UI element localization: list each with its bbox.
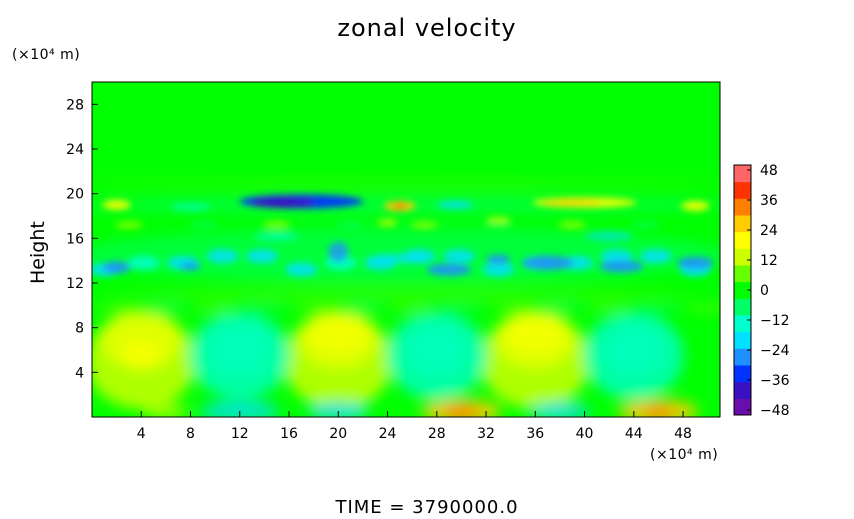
y-tick-label: 12 xyxy=(66,276,84,292)
plot-frame xyxy=(91,81,721,418)
colorbar-tick-label: −48 xyxy=(760,403,790,419)
colorbar-segment xyxy=(734,315,751,333)
y-tick-label: 20 xyxy=(66,187,84,203)
colorbar-segment xyxy=(734,265,751,283)
colorbar-segment xyxy=(734,181,751,199)
chart-title: zonal velocity xyxy=(337,14,517,42)
colorbar: 48 36 24 12 0 −12 −24 −36 −48 xyxy=(733,163,790,419)
time-readout: TIME = 3790000.0 xyxy=(335,497,519,518)
colorbar-tick-label: 0 xyxy=(760,283,769,299)
y-tick-label: 8 xyxy=(75,321,84,337)
colorbar-tick-label: −12 xyxy=(760,313,790,329)
y-tick-label: 16 xyxy=(66,231,84,247)
colorbar-segment xyxy=(734,198,751,216)
x-tick-label: 28 xyxy=(428,426,446,442)
colorbar-tick-label: −36 xyxy=(760,373,790,389)
x-tick-label: 44 xyxy=(625,426,643,442)
y-tick-label: 28 xyxy=(66,97,84,113)
colorbar-segment xyxy=(734,398,751,416)
x-tick-label: 16 xyxy=(280,426,298,442)
y-tick-label: 4 xyxy=(75,365,84,381)
colorbar-segment xyxy=(734,381,751,399)
x-tick-label: 12 xyxy=(231,426,249,442)
x-tick-label: 48 xyxy=(674,426,692,442)
field-smooth xyxy=(92,178,720,417)
colorbar-tick-label: 48 xyxy=(760,163,778,179)
x-tick-label: 24 xyxy=(379,426,397,442)
x-tick-label: 36 xyxy=(526,426,544,442)
colorbar-tick-label: 12 xyxy=(760,253,778,269)
field-detail xyxy=(92,194,714,277)
y-axis-unit: (×10⁴ m) xyxy=(12,47,81,63)
colorbar-segment xyxy=(734,248,751,266)
colorbar-segment xyxy=(734,331,751,349)
colorbar-tick-label: −24 xyxy=(760,343,790,359)
x-tick-label: 20 xyxy=(329,426,347,442)
colorbar-segment xyxy=(734,215,751,233)
y-tick-label: 24 xyxy=(66,142,84,158)
colorbar-segment xyxy=(734,365,751,383)
x-axis-unit: (×10⁴ m) xyxy=(650,447,719,463)
colorbar-segment xyxy=(734,281,751,299)
x-tick-label: 8 xyxy=(186,426,195,442)
colorbar-segment xyxy=(734,165,751,183)
colorbar-tick-label: 36 xyxy=(760,193,778,209)
colorbar-tick-label: 24 xyxy=(760,223,778,239)
x-tick-label: 40 xyxy=(576,426,594,442)
colorbar-segment xyxy=(734,298,751,316)
colorbar-segment xyxy=(734,231,751,249)
x-tick-label: 4 xyxy=(137,426,146,442)
x-tick-label: 32 xyxy=(477,426,495,442)
colorbar-segment xyxy=(734,348,751,366)
